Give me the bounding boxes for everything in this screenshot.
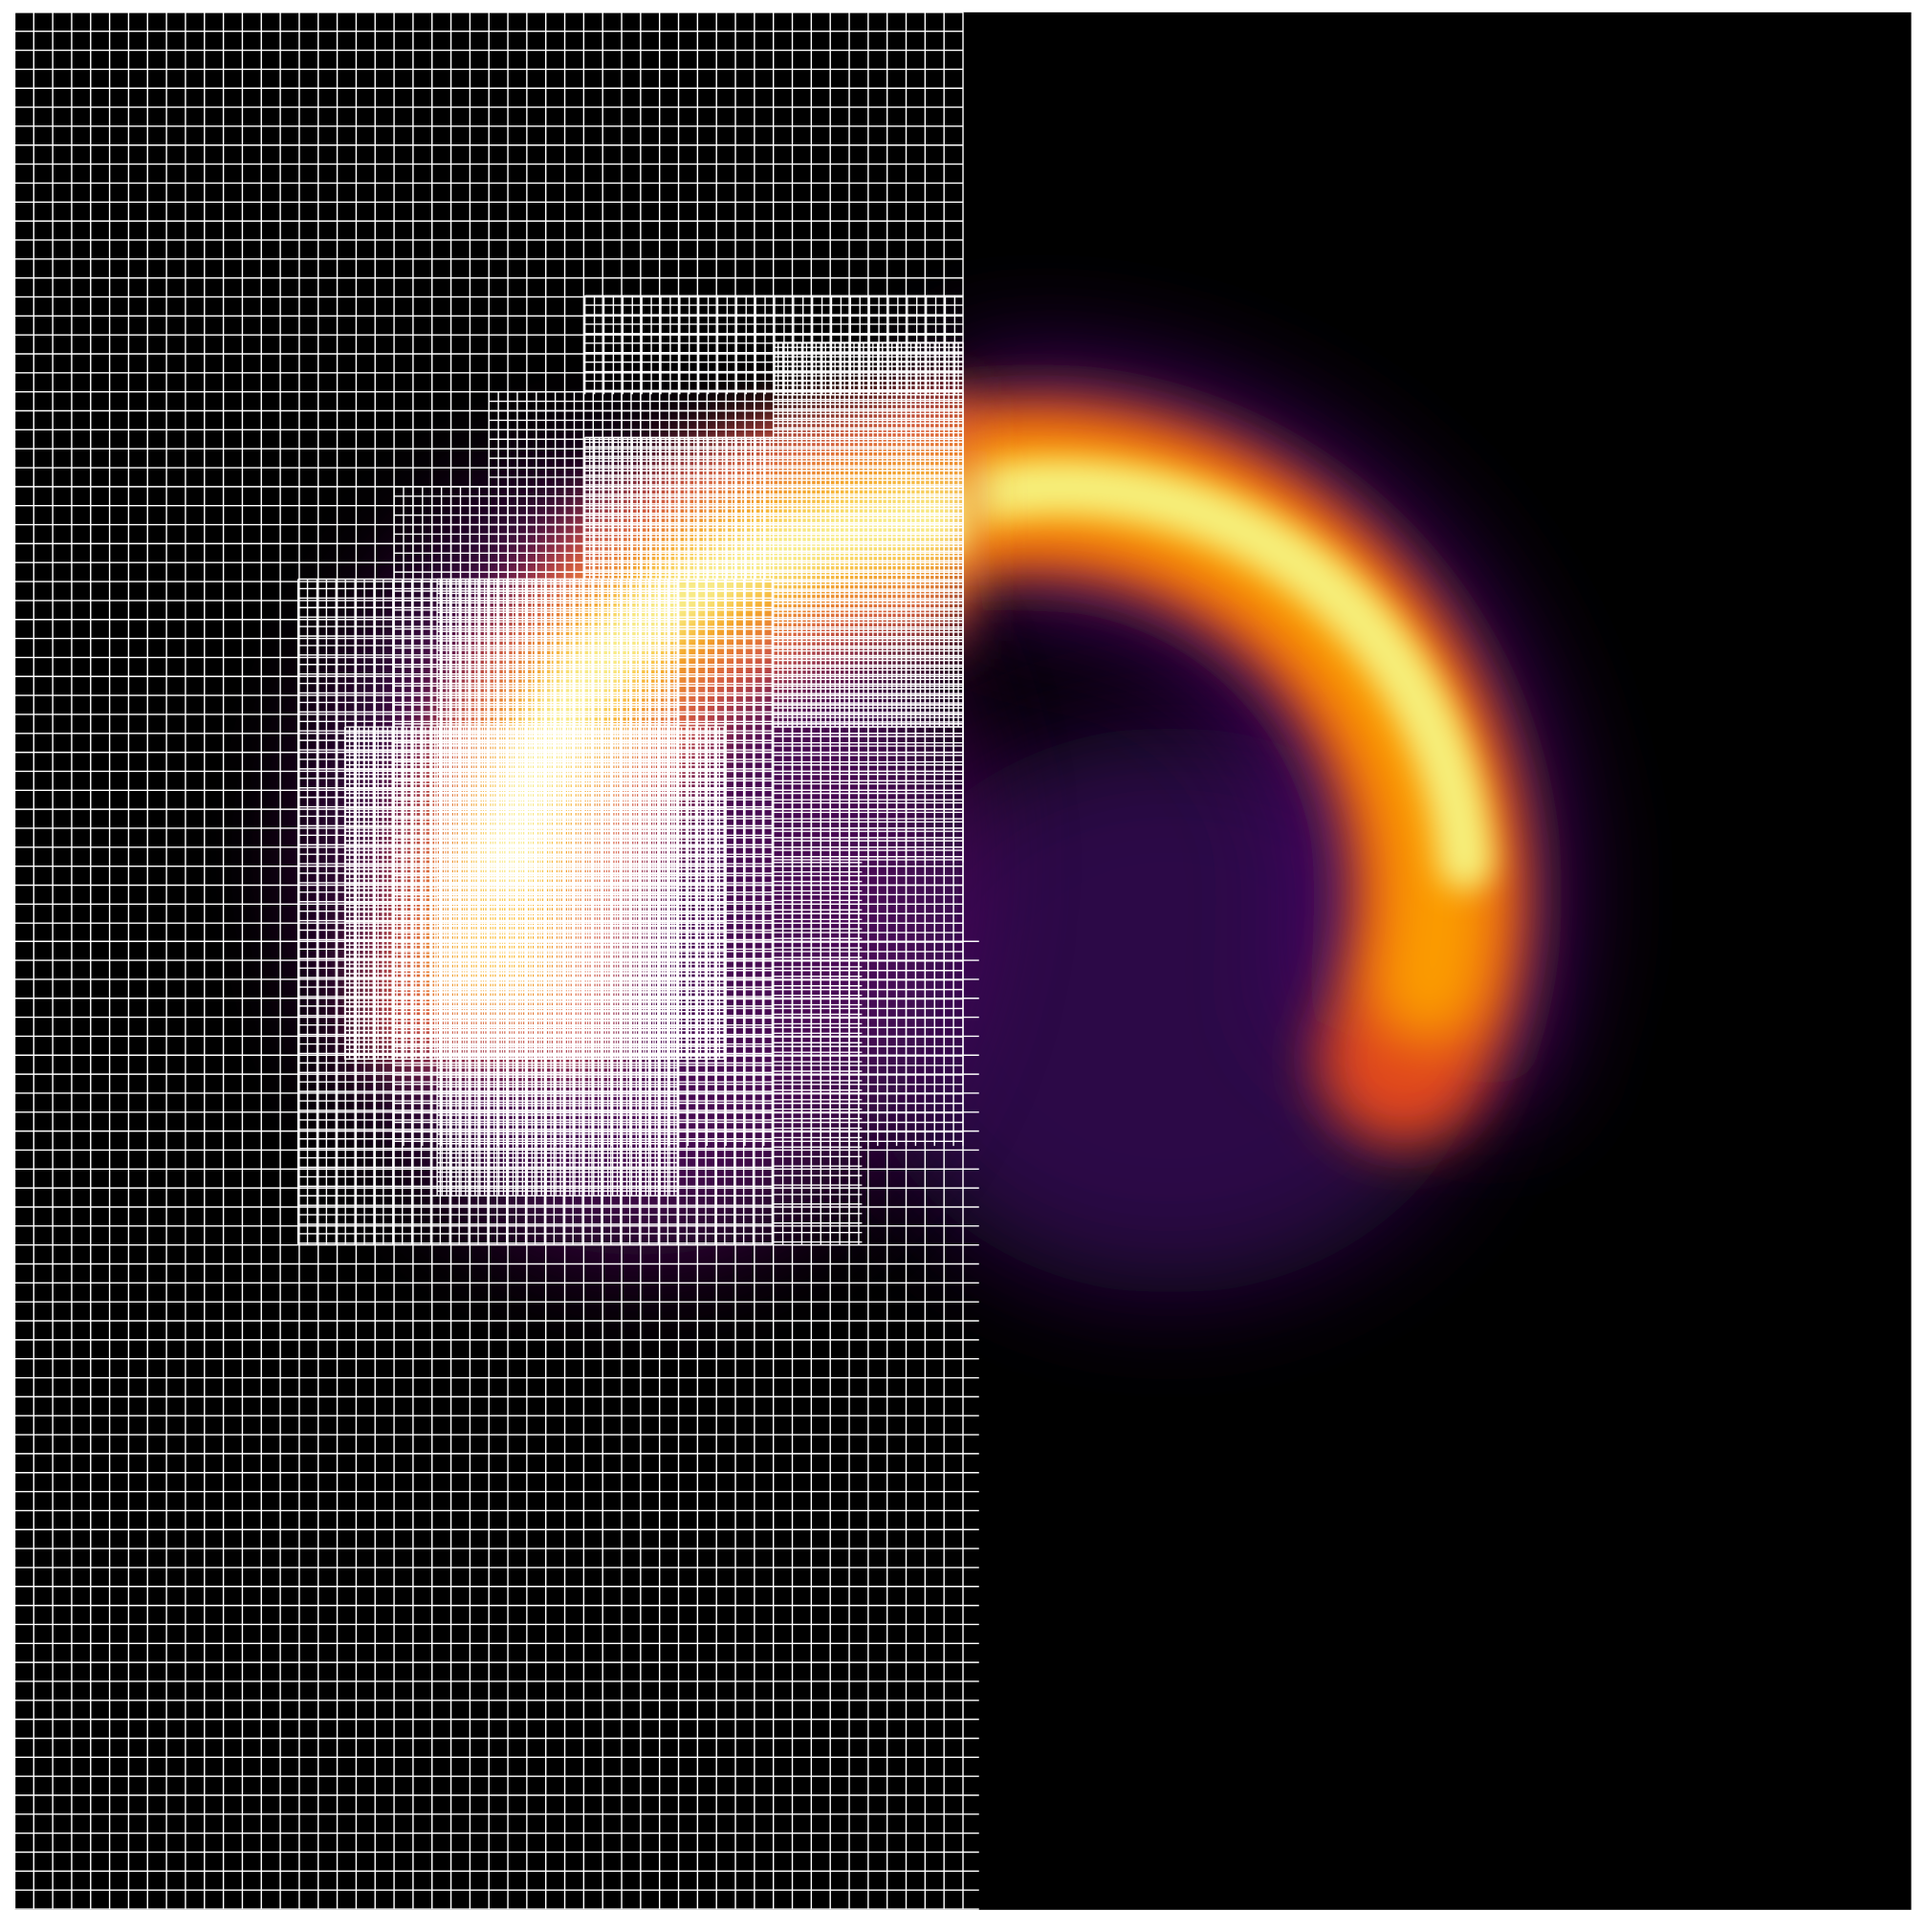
mesh-finer bbox=[436, 578, 678, 1196]
spiral-core bbox=[935, 459, 1494, 890]
mesh-finer bbox=[583, 436, 774, 580]
mesh-fine bbox=[772, 726, 964, 863]
mesh-finer bbox=[343, 726, 727, 1060]
mesh-finer bbox=[772, 341, 964, 728]
mesh-fine bbox=[772, 862, 863, 1245]
mesh bbox=[13, 11, 979, 1910]
